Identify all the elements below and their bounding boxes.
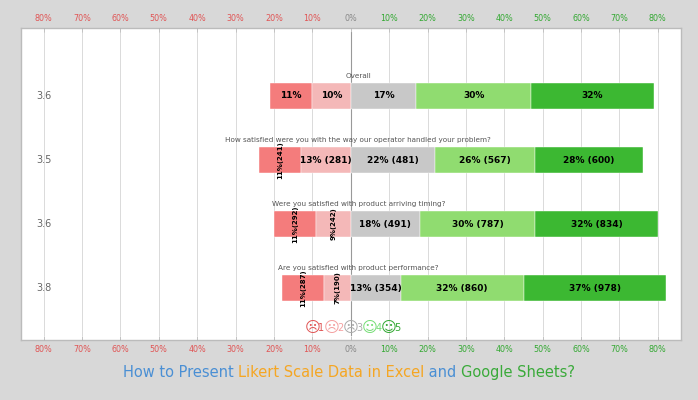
Text: 2: 2 (337, 323, 343, 333)
Text: 32%: 32% (582, 92, 603, 100)
Bar (316, 210, 350, 238)
Bar (524, 274, 666, 302)
Text: Google Sheets?: Google Sheets? (461, 366, 575, 380)
Bar (259, 146, 301, 174)
Text: 3.6: 3.6 (36, 91, 51, 101)
Bar (535, 146, 642, 174)
Text: 13% (354): 13% (354) (350, 284, 401, 292)
Bar (282, 274, 324, 302)
Text: 5: 5 (394, 323, 401, 333)
Bar (416, 82, 531, 110)
Text: 3.5: 3.5 (36, 155, 52, 165)
Text: ☹: ☹ (343, 320, 359, 335)
Text: 13% (281): 13% (281) (300, 156, 352, 164)
Text: ☹: ☹ (324, 320, 339, 335)
Text: 32% (834): 32% (834) (570, 220, 623, 228)
Text: 11%(241): 11%(241) (276, 141, 283, 179)
Bar (350, 210, 419, 238)
Text: 11%(292): 11%(292) (292, 205, 298, 243)
Text: 30%: 30% (463, 92, 484, 100)
Bar (436, 146, 535, 174)
Bar (270, 82, 312, 110)
Bar (350, 82, 416, 110)
Text: Overall: Overall (346, 73, 371, 79)
Text: 22% (481): 22% (481) (367, 156, 419, 164)
Text: 3: 3 (356, 323, 362, 333)
Bar (324, 274, 350, 302)
Text: 3.8: 3.8 (36, 283, 51, 293)
Bar (313, 82, 350, 110)
Text: 28% (600): 28% (600) (563, 156, 614, 164)
Text: 3.6: 3.6 (36, 219, 51, 229)
Text: Were you satisfied with product arriving timing?: Were you satisfied with product arriving… (272, 201, 445, 207)
Text: 9%(242): 9%(242) (330, 208, 336, 240)
Text: ☺: ☺ (381, 320, 397, 335)
Bar (535, 210, 658, 238)
Text: 18% (491): 18% (491) (359, 220, 411, 228)
Bar (350, 146, 436, 174)
Text: 11%(287): 11%(287) (299, 269, 306, 307)
Text: 1: 1 (318, 323, 324, 333)
Text: How satisfied were you with the way our operator handled your problem?: How satisfied were you with the way our … (225, 137, 491, 143)
Bar (419, 210, 535, 238)
Text: 37% (978): 37% (978) (569, 284, 621, 292)
Text: 4: 4 (376, 323, 381, 333)
Bar (274, 210, 316, 238)
Text: 10%: 10% (321, 92, 342, 100)
Text: Likert Scale Data in Excel: Likert Scale Data in Excel (238, 366, 424, 380)
Bar (350, 274, 401, 302)
Text: ☺: ☺ (362, 320, 378, 335)
Bar (401, 274, 524, 302)
Text: 26% (567): 26% (567) (459, 156, 511, 164)
Text: 17%: 17% (373, 92, 394, 100)
Text: 11%: 11% (281, 92, 302, 100)
Bar (301, 146, 350, 174)
Text: 32% (860): 32% (860) (436, 284, 488, 292)
Text: ☹: ☹ (304, 320, 320, 335)
Text: 30% (787): 30% (787) (452, 220, 503, 228)
Text: and: and (424, 366, 461, 380)
Text: 7%(190): 7%(190) (334, 272, 341, 304)
Text: How to Present: How to Present (123, 366, 238, 380)
Text: Are you satisfied with product performance?: Are you satisfied with product performan… (278, 265, 439, 271)
Bar (531, 82, 654, 110)
